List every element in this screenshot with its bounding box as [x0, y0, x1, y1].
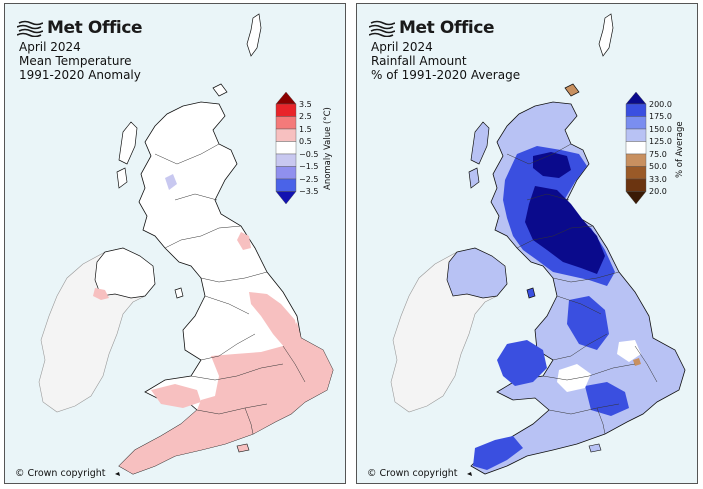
rainfall-very-high-south-west	[473, 436, 523, 470]
northern-ireland	[94, 247, 156, 299]
warm-anomaly-north-east	[249, 292, 299, 348]
rainfall-map	[357, 4, 697, 483]
legend-tick: 1.5	[299, 125, 312, 134]
isle-of-man	[526, 287, 536, 299]
legend-cap-high	[275, 91, 297, 105]
met-office-logo-icon	[369, 20, 395, 37]
legend-cap-low	[625, 191, 647, 205]
legend-cap-high	[625, 91, 647, 105]
legend-tick: 175.0	[649, 112, 672, 121]
warm-anomaly-cumbria	[237, 232, 251, 250]
legend-tick: 0.5	[299, 137, 312, 146]
title-variable: Mean Temperature	[19, 54, 132, 68]
isle-of-wight	[236, 443, 250, 453]
title-baseline: % of 1991-2020 Average	[371, 68, 521, 82]
legend-band	[275, 116, 297, 130]
title-variable: Rainfall Amount	[371, 54, 467, 68]
rainfall-map-panel: Met Office April 2024 Rainfall Amount % …	[356, 3, 698, 484]
legend-band	[275, 178, 297, 192]
legend-band	[275, 128, 297, 142]
legend-band	[625, 128, 647, 142]
legend-band	[625, 116, 647, 130]
region-borders	[506, 143, 658, 435]
legend-tick: −1.5	[299, 162, 319, 171]
legend-band	[275, 166, 297, 180]
hebrides-islands	[116, 121, 138, 189]
legend-title: Anomaly Value (°C)	[323, 107, 333, 190]
copyright-notice: © Crown copyright	[367, 468, 458, 479]
legend-tick: 75.0	[649, 150, 667, 159]
met-office-logo: Met Office	[369, 18, 495, 38]
shetland-islands	[246, 13, 262, 57]
legend-tick: 200.0	[649, 100, 672, 109]
legend-band	[275, 153, 297, 167]
rainfall-normal-lincs	[617, 340, 641, 362]
legend-tick: −3.5	[299, 187, 319, 196]
legend-tick: 125.0	[649, 137, 672, 146]
legend-colorbar	[275, 91, 297, 205]
isle-of-man	[174, 287, 184, 299]
met-office-logo-icon	[17, 20, 43, 37]
legend-tick: −2.5	[299, 175, 319, 184]
legend-band	[625, 103, 647, 117]
legend-tick: 20.0	[649, 187, 667, 196]
legend-colorbar	[625, 91, 647, 205]
northern-ireland	[446, 247, 508, 299]
warm-anomaly-wales-coast	[151, 384, 201, 408]
temperature-legend: 3.5 2.5 1.5 0.5 −0.5 −1.5 −2.5 −3.5	[275, 91, 318, 220]
brand-name: Met Office	[47, 18, 143, 38]
isle-of-wight	[588, 443, 602, 453]
scilly-islands	[467, 472, 472, 476]
shetland-islands	[598, 13, 614, 57]
legend-band	[625, 141, 647, 155]
title-baseline: 1991-2020 Anomaly	[19, 68, 141, 82]
cool-anomaly-highlands	[165, 174, 177, 190]
orkney-islands	[212, 83, 228, 97]
legend-tick: 150.0	[649, 125, 672, 134]
legend-band	[625, 153, 647, 167]
rainfall-very-high-pennines	[567, 296, 609, 350]
scilly-islands	[115, 472, 120, 476]
region-borders	[154, 143, 306, 435]
map-title: April 2024 Mean Temperature 1991-2020 An…	[19, 40, 141, 82]
met-office-logo: Met Office	[17, 18, 143, 38]
legend-tick: 33.0	[649, 175, 667, 184]
title-period: April 2024	[19, 40, 81, 54]
warm-anomaly-england	[119, 322, 333, 474]
brand-name: Met Office	[399, 18, 495, 38]
legend-band	[275, 103, 297, 117]
rainfall-extreme-central-scotland	[525, 186, 605, 274]
rainfall-very-high-wales	[497, 340, 547, 386]
legend-tick: 2.5	[299, 112, 312, 121]
legend-band	[275, 141, 297, 155]
temperature-map-panel: Met Office April 2024 Mean Temperature 1…	[4, 3, 346, 484]
legend-band	[625, 166, 647, 180]
legend-tick: 3.5	[299, 100, 312, 109]
copyright-notice: © Crown copyright	[15, 468, 106, 479]
legend-tick: −0.5	[299, 150, 319, 159]
map-title: April 2024 Rainfall Amount % of 1991-202…	[371, 40, 520, 82]
orkney-islands	[564, 83, 580, 97]
legend-title: % of Average	[675, 121, 685, 178]
title-period: April 2024	[371, 40, 433, 54]
legend-band	[625, 178, 647, 192]
legend-cap-low	[275, 191, 297, 205]
rainfall-very-high-south	[585, 382, 629, 416]
rainfall-legend: 200.0 175.0 150.0 125.0 75.0 50.0 33.0 2…	[625, 91, 672, 220]
legend-tick: 50.0	[649, 162, 667, 171]
temperature-map	[5, 4, 345, 483]
warm-anomaly-ni-coast	[93, 288, 109, 300]
rainfall-normal-midlands	[557, 364, 591, 392]
hebrides-islands	[468, 121, 490, 189]
